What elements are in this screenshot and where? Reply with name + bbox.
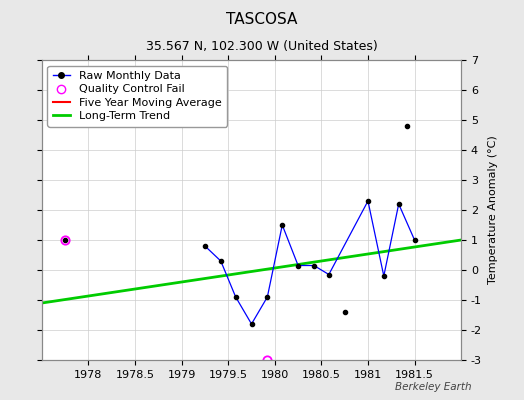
Text: Berkeley Earth: Berkeley Earth <box>395 382 472 392</box>
Text: 35.567 N, 102.300 W (United States): 35.567 N, 102.300 W (United States) <box>146 40 378 53</box>
Y-axis label: Temperature Anomaly (°C): Temperature Anomaly (°C) <box>487 136 497 284</box>
Text: TASCOSA: TASCOSA <box>226 12 298 27</box>
Legend: Raw Monthly Data, Quality Control Fail, Five Year Moving Average, Long-Term Tren: Raw Monthly Data, Quality Control Fail, … <box>48 66 227 127</box>
